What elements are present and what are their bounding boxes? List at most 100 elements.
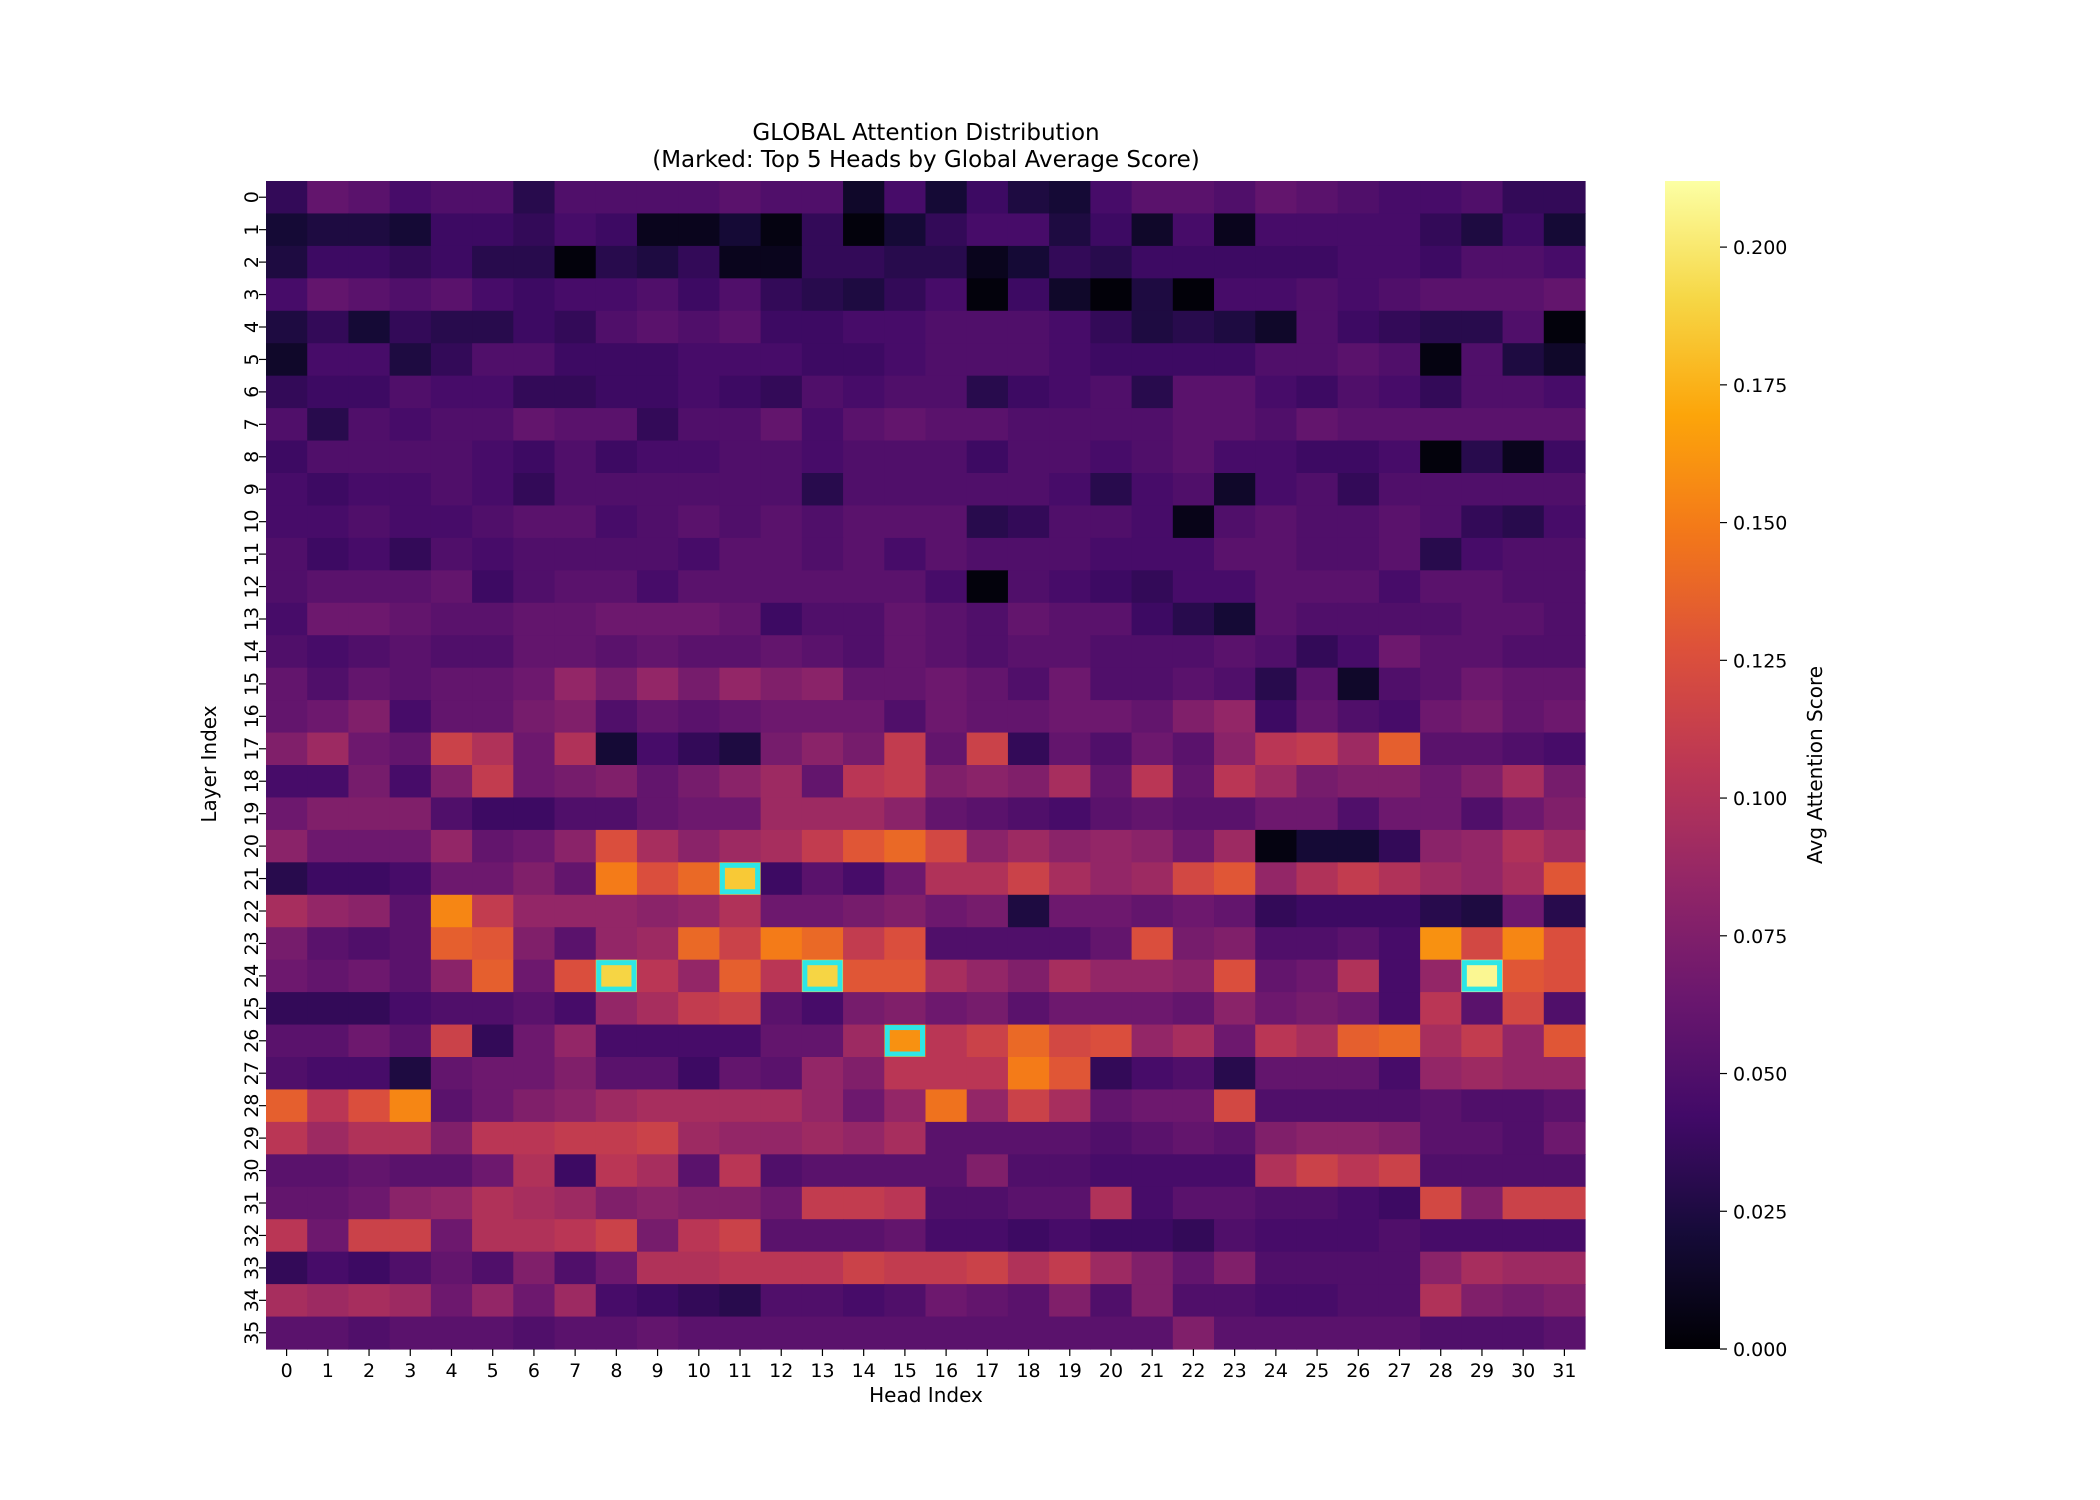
heatmap-cell-8-9	[636, 440, 679, 474]
heatmap-cell-25-27	[1378, 992, 1421, 1026]
heatmap-cell-11-8	[595, 537, 638, 571]
heatmap-cell-6-13	[801, 375, 844, 409]
heatmap-cell-32-3	[389, 1219, 432, 1253]
heatmap-cell-19-4	[430, 797, 473, 831]
heatmap-cell-17-0	[266, 732, 308, 766]
heatmap-cell-3-3	[389, 278, 432, 312]
heatmap-cell-9-15	[884, 473, 927, 507]
heatmap-cell-28-30	[1502, 1089, 1545, 1123]
heatmap-cell-13-17	[966, 602, 1009, 636]
heatmap-cell-24-20	[1090, 959, 1133, 993]
heatmap-cell-23-19	[1049, 927, 1091, 961]
heatmap-cell-27-3	[389, 1057, 432, 1091]
heatmap-cell-0-14	[843, 181, 885, 215]
x-axis-label: Head Index	[869, 1383, 983, 1407]
heatmap-cell-29-10	[678, 1121, 721, 1155]
heatmap-cell-26-16	[925, 1024, 968, 1058]
heatmap-cell-26-29	[1461, 1024, 1504, 1058]
heatmap-cell-2-28	[1420, 245, 1462, 279]
heatmap-cell-33-3	[389, 1251, 432, 1285]
heatmap-cell-1-16	[925, 213, 968, 247]
heatmap-cell-0-13	[801, 181, 844, 215]
heatmap-cell-21-4	[430, 862, 473, 896]
heatmap-cell-34-0	[266, 1284, 308, 1318]
heatmap-cell-17-8	[595, 732, 638, 766]
heatmap-cell-26-6	[513, 1024, 556, 1058]
heatmap-cell-35-3	[389, 1316, 432, 1350]
heatmap-cell-30-13	[801, 1154, 844, 1188]
heatmap-cell-29-16	[925, 1121, 968, 1155]
heatmap-cell-16-5	[472, 700, 514, 734]
heatmap-cell-14-25	[1296, 635, 1339, 669]
heatmap-cell-28-1	[307, 1089, 350, 1123]
heatmap-cell-29-9	[636, 1121, 679, 1155]
heatmap-cell-1-18	[1007, 213, 1050, 247]
heatmap-cell-33-7	[554, 1251, 597, 1285]
heatmap-cell-31-26	[1337, 1186, 1380, 1220]
heatmap-cell-30-18	[1007, 1154, 1050, 1188]
heatmap-cell-15-9	[636, 667, 679, 701]
heatmap-cell-33-16	[925, 1251, 968, 1285]
heatmap-cell-8-28	[1420, 440, 1462, 474]
heatmap-cell-28-9	[636, 1089, 679, 1123]
heatmap-cell-10-0	[266, 505, 308, 539]
heatmap-cell-19-15	[884, 797, 927, 831]
heatmap-cell-17-24	[1255, 732, 1298, 766]
heatmap-cell-20-1	[307, 829, 350, 863]
heatmap-cell-0-29	[1461, 181, 1504, 215]
heatmap-cell-18-15	[884, 765, 927, 799]
heatmap-cell-21-8	[595, 862, 638, 896]
heatmap-cell-18-2	[348, 765, 391, 799]
heatmap-cell-16-18	[1007, 700, 1050, 734]
heatmap-cell-20-20	[1090, 829, 1133, 863]
heatmap-cell-25-21	[1131, 992, 1174, 1026]
heatmap-cell-10-1	[307, 505, 350, 539]
heatmap-cell-19-0	[266, 797, 308, 831]
heatmap-cell-27-5	[472, 1057, 514, 1091]
heatmap-cell-20-12	[760, 829, 803, 863]
heatmap-cell-25-17	[966, 992, 1009, 1026]
heatmap-cell-20-30	[1502, 829, 1545, 863]
heatmap-cell-2-19	[1049, 245, 1091, 279]
heatmap-cell-9-22	[1172, 473, 1215, 507]
heatmap-cell-1-28	[1420, 213, 1462, 247]
heatmap-cell-31-28	[1420, 1186, 1462, 1220]
heatmap-cell-22-13	[801, 894, 844, 928]
heatmap-cell-22-11	[719, 894, 762, 928]
y-tick-label-34: 34	[241, 1288, 263, 1312]
heatmap-cell-24-25	[1296, 959, 1339, 993]
heatmap-cell-6-19	[1049, 375, 1091, 409]
heatmap-cell-7-25	[1296, 408, 1339, 442]
heatmap-cell-0-6	[513, 181, 556, 215]
heatmap-cell-20-13	[801, 829, 844, 863]
x-tick-label-4: 4	[445, 1360, 457, 1382]
highlight-marker-26-15	[884, 1025, 926, 1057]
heatmap-cell-5-29	[1461, 343, 1504, 377]
heatmap-cell-20-14	[843, 829, 885, 863]
heatmap-cell-18-23	[1214, 765, 1256, 799]
heatmap-cell-34-23	[1214, 1284, 1256, 1318]
heatmap-cell-26-25	[1296, 1024, 1339, 1058]
heatmap-cell-0-9	[636, 181, 679, 215]
heatmap-cell-23-9	[636, 927, 679, 961]
heatmap-cell-27-8	[595, 1057, 638, 1091]
heatmap-cell-24-19	[1049, 959, 1091, 993]
heatmap-cell-0-25	[1296, 181, 1339, 215]
heatmap-cell-12-4	[430, 570, 473, 604]
heatmap-cell-11-13	[801, 537, 844, 571]
heatmap-cell-12-7	[554, 570, 597, 604]
heatmap-cell-32-18	[1007, 1219, 1050, 1253]
heatmap-cell-2-30	[1502, 245, 1545, 279]
heatmap-cell-35-24	[1255, 1316, 1298, 1350]
heatmap-cell-2-14	[843, 245, 885, 279]
heatmap-cell-12-30	[1502, 570, 1545, 604]
heatmap-cell-21-13	[801, 862, 844, 896]
heatmap-cell-2-7	[554, 245, 597, 279]
y-tick-label-12: 12	[241, 574, 263, 598]
heatmap-cell-5-5	[472, 343, 514, 377]
heatmap-cell-22-5	[472, 894, 514, 928]
heatmap-cell-18-9	[636, 765, 679, 799]
heatmap-cell-8-7	[554, 440, 597, 474]
heatmap-cell-3-23	[1214, 278, 1256, 312]
heatmap-cell-27-24	[1255, 1057, 1298, 1091]
